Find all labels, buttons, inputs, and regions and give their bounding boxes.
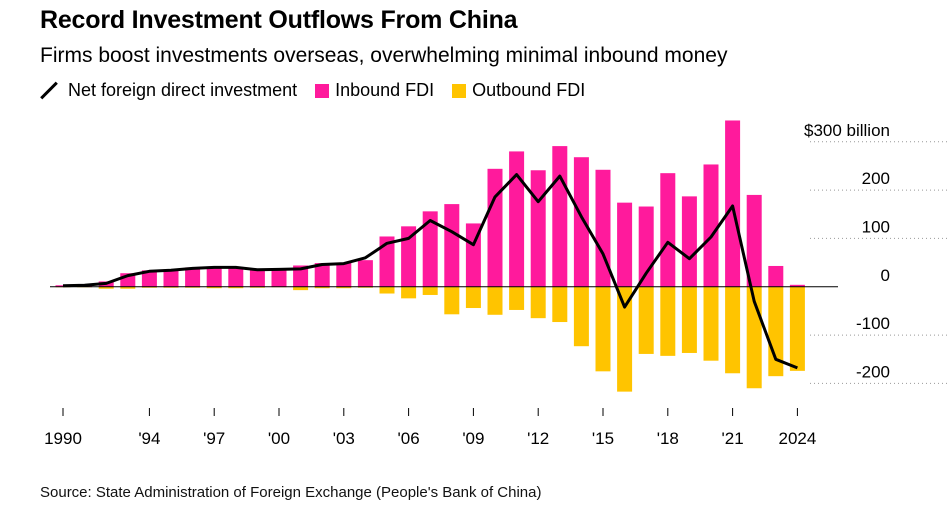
inbound-swatch-icon	[315, 83, 330, 98]
outbound-bar	[530, 286, 546, 319]
inbound-bar	[293, 265, 309, 287]
outbound-bar	[789, 286, 805, 371]
inbound-bar	[660, 173, 676, 287]
x-tick-label: '12	[527, 429, 549, 448]
inbound-bar	[617, 202, 633, 287]
outbound-bar	[681, 286, 697, 353]
outbound-bar	[444, 286, 460, 315]
inbound-bar	[509, 151, 525, 287]
outbound-bar	[336, 286, 352, 289]
chart-title: Record Investment Outflows From China	[40, 6, 518, 34]
inbound-bar	[357, 260, 373, 287]
x-tick-label: '21	[722, 429, 744, 448]
inbound-bar	[444, 204, 460, 287]
inbound-bar	[725, 120, 741, 287]
gridlines	[810, 141, 948, 384]
outbound-bar	[228, 286, 244, 289]
inbound-bar	[206, 266, 222, 287]
x-tick-label: '97	[203, 429, 225, 448]
y-axis: $300 billion 200 100 0 -100 -200	[804, 121, 890, 382]
inbound-bar	[228, 266, 244, 287]
x-tick-label: '00	[268, 429, 290, 448]
outbound-bar	[120, 286, 136, 289]
y-tick-label: $300 billion	[804, 121, 890, 140]
outbound-bar	[638, 286, 654, 354]
outbound-bar	[660, 286, 676, 356]
inbound-bar	[422, 211, 438, 287]
inbound-bar	[681, 196, 697, 287]
inbound-bar	[552, 146, 568, 287]
inbound-bar	[249, 268, 265, 287]
outbound-bar	[617, 286, 633, 392]
y-tick-label: 200	[862, 169, 890, 188]
outbound-bar	[552, 286, 568, 323]
chart-subtitle: Firms boost investments overseas, overwh…	[40, 44, 728, 67]
outbound-bar	[465, 286, 481, 309]
legend-item-inbound: Inbound FDI	[315, 80, 434, 101]
outbound-bar	[293, 286, 309, 291]
legend-item-outbound: Outbound FDI	[452, 80, 585, 101]
inbound-bar	[595, 169, 611, 287]
legend: Net foreign direct investment Inbound FD…	[40, 80, 603, 101]
y-tick-label: -100	[856, 314, 890, 333]
inbound-bar	[55, 285, 71, 287]
inbound-bar	[314, 263, 330, 287]
outbound-bar	[703, 286, 719, 361]
legend-item-net: Net foreign direct investment	[40, 80, 297, 101]
inbound-bar	[271, 268, 287, 287]
outbound-bar	[595, 286, 611, 372]
inbound-bar	[487, 168, 503, 287]
outbound-bar	[98, 286, 114, 289]
inbound-bar	[789, 284, 805, 287]
outbound-bar	[401, 286, 417, 299]
outbound-bar	[314, 286, 330, 289]
inbound-bar	[185, 267, 201, 287]
x-tick-label: '03	[333, 429, 355, 448]
outbound-bar	[509, 286, 525, 310]
bars	[55, 120, 805, 392]
inbound-bar	[379, 236, 395, 287]
x-tick-label: '18	[657, 429, 679, 448]
inbound-bar	[141, 270, 157, 287]
x-axis: 1990 '94 '97 '00 '03 '06 '09 '12 '15 '18 '21 2024	[44, 408, 816, 448]
y-tick-label: 100	[862, 217, 890, 236]
outbound-bar	[379, 286, 395, 294]
outbound-bar	[487, 286, 503, 315]
inbound-bar	[573, 157, 589, 287]
legend-label-net: Net foreign direct investment	[68, 80, 298, 100]
source-note: Source: State Administration of Foreign …	[40, 484, 542, 501]
inbound-bar	[401, 226, 417, 287]
outbound-bar	[422, 286, 438, 295]
inbound-bar	[703, 164, 719, 287]
inbound-bar	[768, 265, 784, 287]
outbound-bar	[206, 286, 222, 289]
x-tick-label: 2024	[778, 429, 816, 448]
legend-label-outbound: Outbound FDI	[472, 80, 586, 100]
outbound-bar	[573, 286, 589, 347]
legend-label-inbound: Inbound FDI	[335, 80, 435, 100]
x-tick-label: '09	[462, 429, 484, 448]
outbound-bar	[768, 286, 784, 377]
net-fdi-line	[62, 173, 798, 370]
y-tick-label: -200	[856, 362, 890, 381]
outbound-bar	[725, 286, 741, 374]
inbound-bar	[336, 262, 352, 287]
y-tick-label: 0	[881, 266, 890, 285]
x-tick-label: '94	[138, 429, 160, 448]
outbound-swatch-icon	[452, 83, 467, 98]
inbound-bar	[746, 194, 762, 287]
x-tick-label: 1990	[44, 429, 82, 448]
x-tick-label: '15	[592, 429, 614, 448]
x-tick-label: '06	[398, 429, 420, 448]
inbound-bar	[530, 170, 546, 287]
inbound-bar	[163, 269, 179, 287]
